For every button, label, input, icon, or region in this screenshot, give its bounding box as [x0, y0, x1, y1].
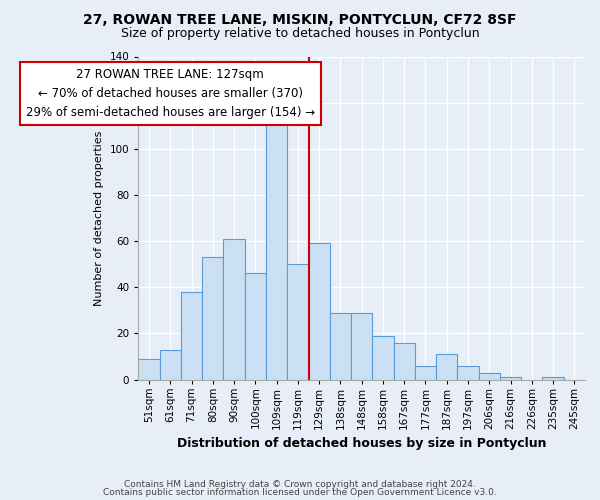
Text: Contains public sector information licensed under the Open Government Licence v3: Contains public sector information licen… — [103, 488, 497, 497]
Y-axis label: Number of detached properties: Number of detached properties — [94, 130, 104, 306]
Bar — [308, 244, 330, 380]
Text: Contains HM Land Registry data © Crown copyright and database right 2024.: Contains HM Land Registry data © Crown c… — [124, 480, 476, 489]
Bar — [266, 119, 287, 380]
X-axis label: Distribution of detached houses by size in Pontyclun: Distribution of detached houses by size … — [177, 437, 547, 450]
Bar — [202, 258, 223, 380]
Bar — [500, 378, 521, 380]
Bar — [287, 264, 308, 380]
Bar — [160, 350, 181, 380]
Bar — [245, 274, 266, 380]
Bar — [351, 312, 373, 380]
Bar — [373, 336, 394, 380]
Bar — [457, 366, 479, 380]
Text: Size of property relative to detached houses in Pontyclun: Size of property relative to detached ho… — [121, 28, 479, 40]
Bar — [223, 239, 245, 380]
Bar — [394, 342, 415, 380]
Bar — [181, 292, 202, 380]
Text: 27 ROWAN TREE LANE: 127sqm
← 70% of detached houses are smaller (370)
29% of sem: 27 ROWAN TREE LANE: 127sqm ← 70% of deta… — [26, 68, 315, 119]
Bar — [415, 366, 436, 380]
Bar — [479, 372, 500, 380]
Bar — [139, 359, 160, 380]
Bar — [436, 354, 457, 380]
Bar — [542, 378, 564, 380]
Bar — [330, 312, 351, 380]
Text: 27, ROWAN TREE LANE, MISKIN, PONTYCLUN, CF72 8SF: 27, ROWAN TREE LANE, MISKIN, PONTYCLUN, … — [83, 12, 517, 26]
